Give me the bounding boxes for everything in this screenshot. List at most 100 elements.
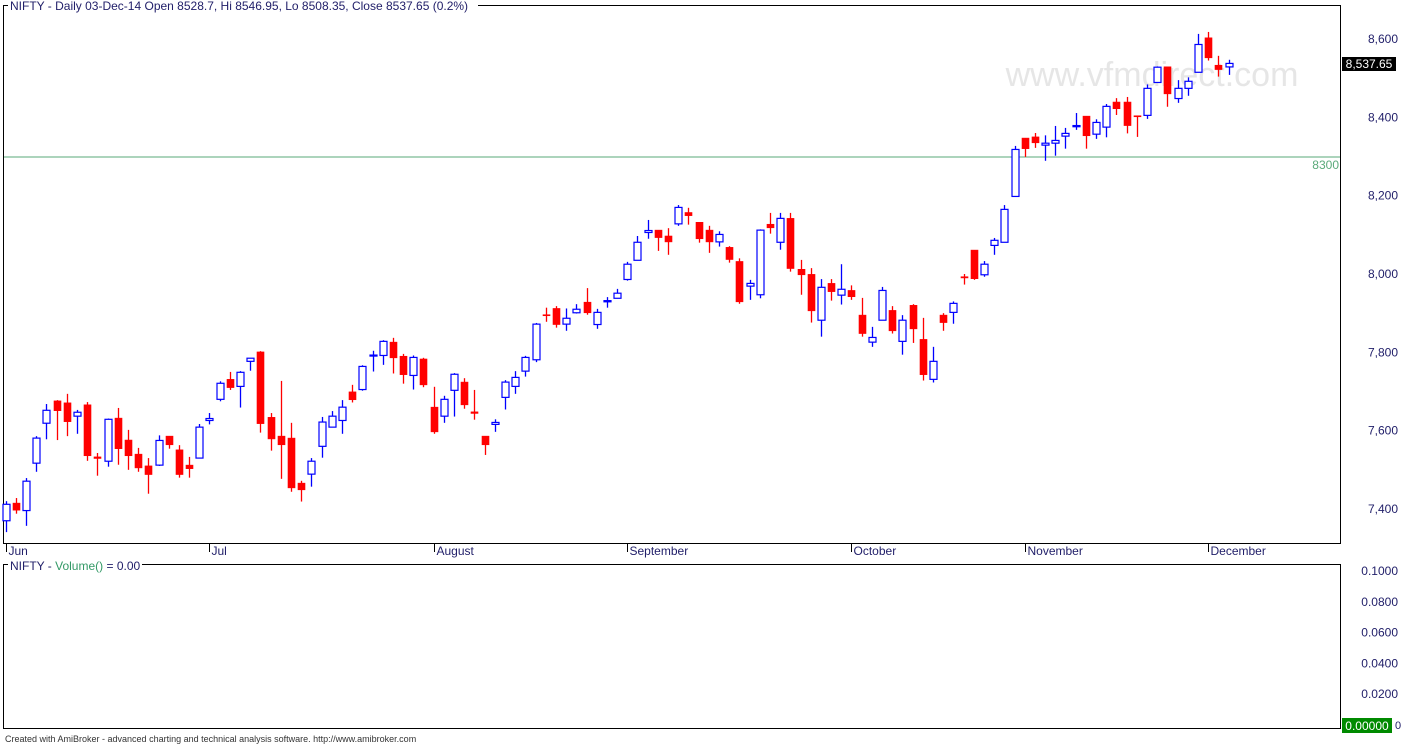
candle[interactable]	[1123, 96, 1132, 134]
candle[interactable]	[277, 380, 286, 479]
candle[interactable]	[358, 365, 367, 391]
candle[interactable]	[695, 221, 704, 243]
candle[interactable]	[1021, 137, 1030, 157]
candle[interactable]	[216, 381, 225, 402]
candle[interactable]	[970, 249, 979, 280]
candle[interactable]	[53, 400, 62, 441]
candle[interactable]	[776, 212, 785, 250]
candle[interactable]	[1011, 145, 1020, 198]
candle[interactable]	[287, 422, 296, 492]
candle[interactable]	[542, 307, 551, 322]
candle[interactable]	[1133, 115, 1142, 137]
candle[interactable]	[399, 353, 408, 384]
candle[interactable]	[797, 259, 806, 295]
candle[interactable]	[858, 297, 867, 337]
candle[interactable]	[684, 207, 693, 225]
candle[interactable]	[990, 237, 999, 255]
candle[interactable]	[481, 435, 490, 455]
candle[interactable]	[613, 288, 622, 299]
candle[interactable]	[766, 212, 775, 234]
candle[interactable]	[185, 456, 194, 478]
candle[interactable]	[633, 236, 642, 261]
candle[interactable]	[919, 317, 928, 381]
candle[interactable]	[32, 436, 41, 472]
candle[interactable]	[786, 212, 795, 272]
candle[interactable]	[909, 304, 918, 343]
candle[interactable]	[491, 419, 500, 432]
candle[interactable]	[1163, 66, 1172, 107]
candle[interactable]	[1204, 31, 1213, 61]
candle[interactable]	[450, 373, 459, 417]
candle[interactable]	[511, 371, 520, 394]
candle[interactable]	[664, 228, 673, 255]
candle[interactable]	[674, 205, 683, 226]
candle[interactable]	[460, 378, 469, 409]
candle[interactable]	[246, 357, 255, 371]
candle[interactable]	[623, 261, 632, 281]
candle[interactable]	[2, 501, 11, 533]
candle[interactable]	[328, 411, 337, 428]
candle[interactable]	[735, 258, 744, 304]
candle[interactable]	[878, 286, 887, 321]
candle[interactable]	[205, 413, 214, 425]
candle[interactable]	[888, 306, 897, 334]
candle[interactable]	[134, 447, 143, 472]
candle[interactable]	[807, 268, 816, 323]
candle[interactable]	[389, 337, 398, 374]
candle[interactable]	[949, 301, 958, 324]
candle[interactable]	[746, 279, 755, 300]
candle[interactable]	[83, 402, 92, 461]
price-pane-frame[interactable]	[3, 5, 1341, 544]
candle[interactable]	[195, 424, 204, 459]
candle[interactable]	[297, 480, 306, 502]
candle[interactable]	[593, 308, 602, 329]
candle[interactable]	[409, 355, 418, 390]
candle[interactable]	[644, 219, 653, 239]
candle[interactable]	[868, 326, 877, 347]
candle[interactable]	[960, 273, 969, 285]
candle[interactable]	[725, 246, 734, 263]
candle[interactable]	[175, 445, 184, 478]
candle[interactable]	[1082, 115, 1091, 149]
candle[interactable]	[256, 351, 265, 433]
candle[interactable]	[1214, 55, 1223, 77]
candle[interactable]	[1041, 135, 1050, 161]
candle[interactable]	[42, 404, 51, 440]
candle[interactable]	[124, 429, 133, 470]
candle[interactable]	[1061, 127, 1070, 149]
candle[interactable]	[1112, 98, 1121, 115]
candle[interactable]	[756, 229, 765, 299]
candle[interactable]	[939, 313, 948, 331]
candle[interactable]	[501, 380, 510, 410]
candle[interactable]	[1000, 205, 1009, 243]
candle[interactable]	[73, 409, 82, 434]
candle[interactable]	[654, 229, 663, 251]
candle[interactable]	[338, 400, 347, 434]
candle[interactable]	[1092, 119, 1101, 139]
candle[interactable]	[155, 435, 164, 466]
candle[interactable]	[1194, 33, 1203, 73]
candle[interactable]	[1153, 66, 1162, 84]
candle[interactable]	[307, 458, 316, 487]
candle[interactable]	[705, 225, 714, 253]
candle[interactable]	[552, 306, 561, 328]
candle[interactable]	[603, 297, 612, 308]
candle[interactable]	[63, 393, 72, 437]
candle[interactable]	[562, 308, 571, 331]
candle[interactable]	[236, 371, 245, 408]
candle[interactable]	[379, 340, 388, 365]
candle[interactable]	[440, 395, 449, 423]
candle[interactable]	[1051, 125, 1060, 156]
volume-pane-frame[interactable]	[3, 564, 1341, 729]
horizontal-line-8300[interactable]: 8300	[4, 156, 1340, 172]
candle[interactable]	[318, 416, 327, 458]
candle[interactable]	[1031, 132, 1040, 148]
candle[interactable]	[532, 322, 541, 363]
candle[interactable]	[847, 285, 856, 300]
candle[interactable]	[226, 371, 235, 390]
candle[interactable]	[93, 452, 102, 476]
candle[interactable]	[1102, 104, 1111, 138]
candle[interactable]	[837, 264, 846, 305]
candle[interactable]	[898, 315, 907, 355]
candle[interactable]	[430, 386, 439, 434]
